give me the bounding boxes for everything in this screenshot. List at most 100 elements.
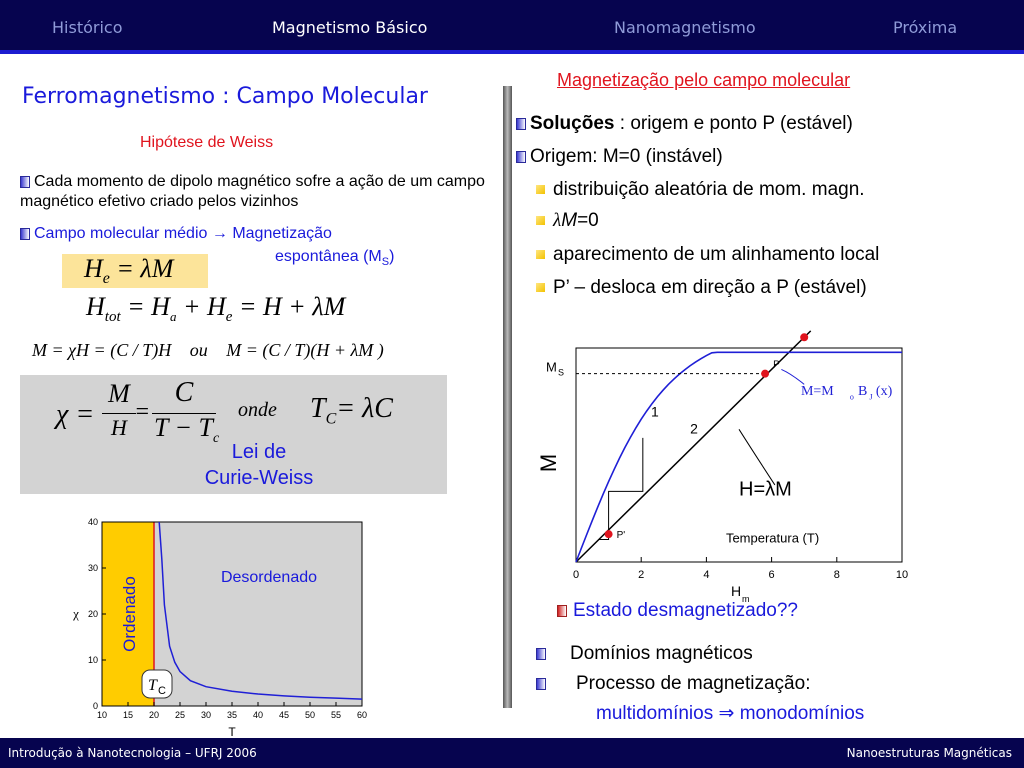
fraction-bar <box>102 413 136 414</box>
brillouin-label-subj: J <box>869 392 872 401</box>
tab-historico[interactable]: Histórico <box>52 18 123 37</box>
x-tick-label: 60 <box>357 710 367 720</box>
footer-topic: Nanoestruturas Magnéticas <box>846 746 1012 760</box>
brillouin-label: M=M <box>801 384 834 399</box>
x-axis-label: H <box>731 583 741 599</box>
sub-bullet-lambda-m: λM=0 <box>536 210 599 232</box>
point-p <box>761 369 770 378</box>
fraction-bar <box>152 413 216 414</box>
bullet-icon <box>20 227 30 240</box>
bullet-icon <box>536 677 546 690</box>
y-tick-label: 10 <box>88 655 98 665</box>
bullet-icon <box>516 150 526 163</box>
top-nav-bar: Histórico Magnetismo Básico Nanomagnetis… <box>0 0 1024 54</box>
iteration-steps <box>598 437 644 541</box>
bullet-origem: Origem: M=0 (instável) <box>516 146 723 168</box>
x-tick-label: 35 <box>227 710 237 720</box>
point-p2 <box>800 333 809 342</box>
curie-weiss-box: χ = M H = C T − Tc onde TC= λC Lei de Cu… <box>20 375 447 494</box>
x-tick-label: 10 <box>97 710 107 720</box>
arrow-icon: → <box>211 225 228 242</box>
spontaneous-text: espontânea (MS) <box>275 248 395 269</box>
brillouin-arrow <box>781 368 805 385</box>
tc-label: T <box>148 677 158 694</box>
tc-label-box <box>141 669 173 699</box>
x-tick-label: 8 <box>834 569 840 581</box>
x-tick-label: 6 <box>769 569 775 581</box>
equals-sign: = <box>134 399 151 425</box>
chi-symbol: χ = <box>56 399 95 430</box>
x-tick-label: 15 <box>123 710 133 720</box>
bullet-icon <box>516 117 526 130</box>
bullet-dominios: Domínios magnéticos <box>536 643 753 665</box>
brillouin-curve <box>575 351 902 563</box>
bullet-icon <box>20 175 30 188</box>
tab-proxima[interactable]: Próxima <box>893 18 958 37</box>
x-axis-label-sub: m <box>742 594 750 604</box>
y-axis-label: M <box>536 454 561 472</box>
y-tick-label: 30 <box>88 563 98 573</box>
x-tick-label: 45 <box>279 710 289 720</box>
eq-total-field: Htot = Ha + He = H + λM <box>86 292 346 326</box>
step-label-1: 1 <box>651 403 659 419</box>
y-tick-label: 0 <box>93 701 98 711</box>
frac-denominator-H: H <box>111 415 127 440</box>
bullet-icon <box>536 647 546 660</box>
brillouin-label-x: (x) <box>876 384 893 399</box>
column-divider <box>503 86 512 708</box>
bullet-dipole: Cada momento de dipolo magnético sofre a… <box>20 172 498 212</box>
eq-curie: M = χH = (C / T)H ou M = (C / T)(H + λM … <box>32 340 384 360</box>
y-tick-label: 20 <box>88 609 98 619</box>
h-lambda-m-line <box>575 330 812 563</box>
tab-nanomagnetismo[interactable]: Nanomagnetismo <box>614 18 756 37</box>
x-tick-label: 40 <box>253 710 263 720</box>
slide-title: Ferromagnetismo : Campo Molecular <box>22 84 428 109</box>
point-label-p: P <box>773 360 780 371</box>
point-label-p1: P' <box>617 530 626 541</box>
ms-label-sub: S <box>558 368 564 378</box>
x-tick-label: 10 <box>896 569 908 581</box>
h-lambda-m-arrow <box>738 429 776 486</box>
x-tick-label: 25 <box>175 710 185 720</box>
footer-bar: Introdução à Nanotecnologia – UFRJ 2006 … <box>0 738 1024 768</box>
sub-bullet-random: distribuição aleatória de mom. magn. <box>536 179 865 201</box>
x-tick-label: 4 <box>703 569 709 581</box>
bullet-icon <box>536 185 545 195</box>
plot-frame <box>575 347 903 563</box>
ordered-label: Ordenado <box>120 576 139 652</box>
weiss-hypothesis-heading: Hipótese de Weiss <box>140 134 274 151</box>
x-tick-label: 55 <box>331 710 341 720</box>
step-label-2: 2 <box>690 421 698 437</box>
bullet-icon <box>536 250 545 260</box>
multi-to-mono: multidomínios ⇒ monodomínios <box>596 703 865 724</box>
tab-magnetismo-basico[interactable]: Magnetismo Básico <box>272 18 428 37</box>
curie-weiss-label: Lei de Curie-Weiss <box>204 441 314 489</box>
x-tick-label: 20 <box>149 710 159 720</box>
footer-course: Introdução à Nanotecnologia – UFRJ 2006 <box>8 746 257 760</box>
bullet-icon <box>536 283 545 293</box>
bullet-solucoes: Soluções : origem e ponto P (estável) <box>516 113 853 135</box>
molecular-field-text: Campo molecular médio <box>34 225 208 242</box>
bullet-estado: Estado desmagnetizado?? <box>557 600 798 622</box>
onde-text: onde <box>238 399 277 421</box>
temperature-label: Temperatura (T) <box>726 531 819 546</box>
sub-bullet-alignment: aparecimento de um alinhamento local <box>536 244 879 266</box>
x-tick-label: 2 <box>638 569 644 581</box>
frac-denominator-T: T − Tc <box>154 413 220 447</box>
bullet-processo: Processo de magnetização: <box>536 673 810 695</box>
sub-bullet-p-prime: P’ – desloca em direção a P (estável) <box>536 277 867 299</box>
y-tick-label: 40 <box>88 517 98 527</box>
eq-molecular-field-box <box>62 254 208 288</box>
bullet-dipole-text: Cada momento de dipolo magnético sofre a… <box>20 173 485 210</box>
tc-label-sub: C <box>158 685 166 697</box>
brillouin-label-b: B <box>858 384 867 399</box>
bullet-icon <box>536 216 545 226</box>
x-tick-label: 0 <box>573 569 579 581</box>
eq-tc: TC= λC <box>310 393 393 428</box>
eq-molecular-field: He = λM <box>84 254 174 288</box>
frac-numerator-C: C <box>174 377 194 408</box>
frac-numerator-M: M <box>108 379 130 408</box>
x-tick-label: 50 <box>305 710 315 720</box>
